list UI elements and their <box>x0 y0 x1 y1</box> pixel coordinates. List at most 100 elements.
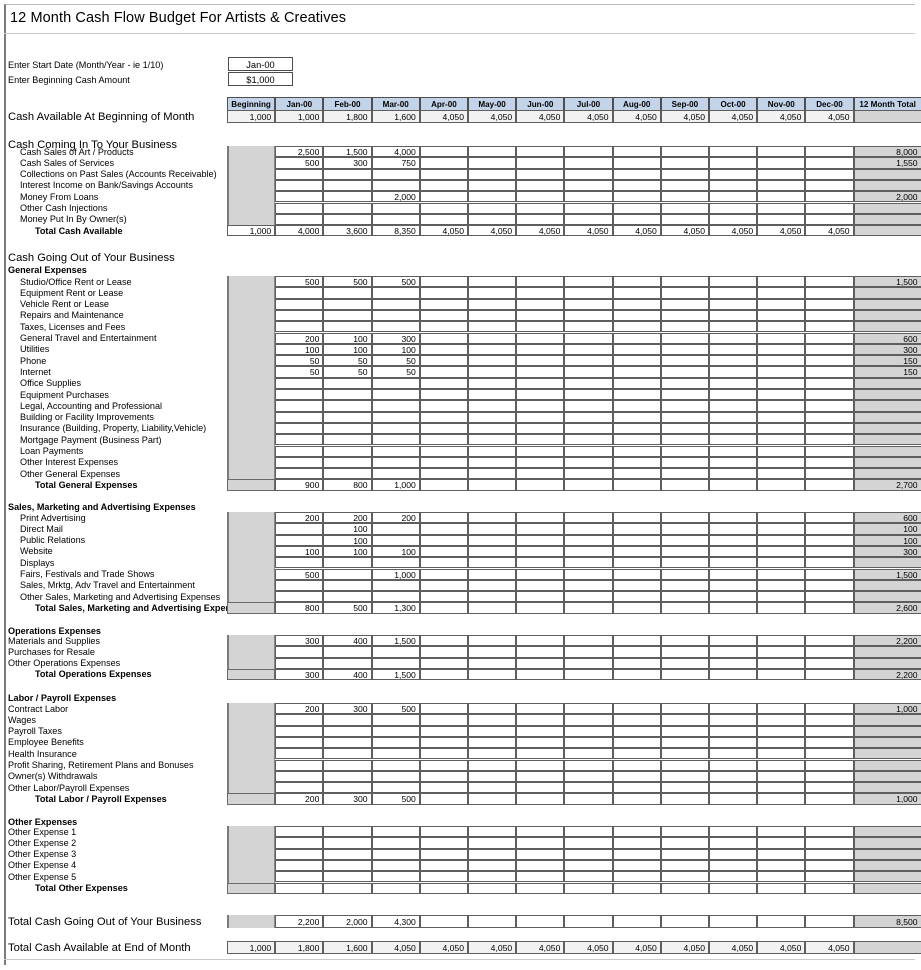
cell-operations-expenses-r2-c6[interactable] <box>564 657 613 669</box>
cell-general-expenses-r17-c0[interactable] <box>275 468 324 480</box>
cell-general-expenses-r13-c10[interactable] <box>757 422 806 435</box>
cell-cash-coming-in-r0-c3[interactable] <box>419 146 468 158</box>
cell-labor-payroll-expenses-r3-c7[interactable] <box>612 736 661 749</box>
cell-general-expenses-r3-c3[interactable] <box>419 309 468 322</box>
cell-cash-coming-in-r4-c6[interactable] <box>564 191 613 203</box>
cell-sales-marketing-advertising-expenses-r7-c2[interactable] <box>371 591 420 603</box>
cell-general-expenses-r4-c2[interactable] <box>371 321 420 333</box>
cell-operations-expenses-r1-c3[interactable] <box>419 646 468 658</box>
cell-cash-coming-in-r1-c6[interactable] <box>564 157 613 169</box>
cell-cash-coming-in-r6-c1[interactable] <box>323 213 372 226</box>
cell-general-expenses-r15-c10[interactable] <box>757 445 806 457</box>
cell-cash-coming-in-r3-c6[interactable] <box>564 179 613 192</box>
cell-labor-payroll-expenses-r3-c3[interactable] <box>419 736 468 749</box>
cell-cash-coming-in-r3-c1[interactable] <box>323 179 372 192</box>
cell-cash-coming-in-r2-c6[interactable] <box>564 168 613 180</box>
cell-sales-marketing-advertising-expenses-r7-c5[interactable] <box>516 591 565 603</box>
cell-general-expenses-r10-c11[interactable] <box>805 389 854 401</box>
cell-general-expenses-r9-c10[interactable] <box>757 377 806 389</box>
cell-operations-expenses-r1-c8[interactable] <box>660 646 709 658</box>
cell-sales-marketing-advertising-expenses-r6-c3[interactable] <box>419 579 468 592</box>
cell-general-expenses-r15-c5[interactable] <box>516 445 565 457</box>
cell-general-expenses-r12-c8[interactable] <box>660 411 709 423</box>
cell-general-expenses-r3-c4[interactable] <box>468 309 517 322</box>
cell-general-expenses-r3-c8[interactable] <box>660 309 709 322</box>
cell-general-expenses-r0-c10[interactable] <box>757 276 806 288</box>
cell-sales-marketing-advertising-expenses-r0-c11[interactable] <box>805 512 854 524</box>
cell-general-expenses-r16-c6[interactable] <box>564 456 613 469</box>
cell-general-expenses-r12-c1[interactable] <box>323 411 372 423</box>
cell-labor-payroll-expenses-r2-c2[interactable] <box>371 725 420 737</box>
cell-general-expenses-r8-c11[interactable] <box>805 366 854 378</box>
cell-labor-payroll-expenses-r3-c5[interactable] <box>516 736 565 749</box>
cell-sales-marketing-advertising-expenses-r0-c4[interactable] <box>468 512 517 524</box>
cell-cash-coming-in-r6-c2[interactable] <box>371 213 420 226</box>
cell-general-expenses-r5-c9[interactable] <box>709 332 758 344</box>
cell-general-expenses-r6-c5[interactable] <box>516 343 565 356</box>
cell-sales-marketing-advertising-expenses-r1-c0[interactable] <box>275 523 324 535</box>
cell-general-expenses-r0-c2[interactable]: 500 <box>371 276 420 288</box>
cell-sales-marketing-advertising-expenses-r1-c4[interactable] <box>468 523 517 535</box>
cell-sales-marketing-advertising-expenses-r5-c4[interactable] <box>468 568 517 580</box>
cell-other-expenses-r1-c8[interactable] <box>660 837 709 849</box>
cell-cash-coming-in-r5-c8[interactable] <box>660 202 709 214</box>
cell-general-expenses-r11-c7[interactable] <box>612 400 661 412</box>
cell-general-expenses-r16-c10[interactable] <box>757 456 806 469</box>
cell-general-expenses-r13-c1[interactable] <box>323 422 372 435</box>
cell-general-expenses-r1-c5[interactable] <box>516 287 565 299</box>
cell-general-expenses-r1-c10[interactable] <box>757 287 806 299</box>
cell-general-expenses-r16-c11[interactable] <box>805 456 854 469</box>
cell-sales-marketing-advertising-expenses-r3-c9[interactable] <box>709 545 758 558</box>
cell-sales-marketing-advertising-expenses-r3-c7[interactable] <box>612 545 661 558</box>
cell-sales-marketing-advertising-expenses-r2-c10[interactable] <box>757 534 806 546</box>
cell-labor-payroll-expenses-r3-c6[interactable] <box>564 736 613 749</box>
cell-general-expenses-r2-c7[interactable] <box>612 298 661 310</box>
cell-cash-coming-in-r5-c11[interactable] <box>805 202 854 214</box>
cell-general-expenses-r16-c2[interactable] <box>371 456 420 469</box>
cell-general-expenses-r12-c9[interactable] <box>709 411 758 423</box>
cell-general-expenses-r1-c4[interactable] <box>468 287 517 299</box>
cell-cash-coming-in-r1-c2[interactable]: 750 <box>371 157 420 169</box>
cell-general-expenses-r15-c4[interactable] <box>468 445 517 457</box>
cell-cash-coming-in-r5-c6[interactable] <box>564 202 613 214</box>
cell-other-expenses-r1-c3[interactable] <box>419 837 468 849</box>
cell-general-expenses-r11-c8[interactable] <box>660 400 709 412</box>
cell-sales-marketing-advertising-expenses-r4-c9[interactable] <box>709 557 758 569</box>
cell-operations-expenses-r0-c8[interactable] <box>660 635 709 647</box>
cell-operations-expenses-r0-c10[interactable] <box>757 635 806 647</box>
cell-cash-coming-in-r3-c8[interactable] <box>660 179 709 192</box>
cell-labor-payroll-expenses-r6-c8[interactable] <box>660 770 709 783</box>
cell-labor-payroll-expenses-r6-c3[interactable] <box>419 770 468 783</box>
cell-general-expenses-r10-c9[interactable] <box>709 389 758 401</box>
cell-cash-coming-in-r1-c8[interactable] <box>660 157 709 169</box>
cell-general-expenses-r14-c2[interactable] <box>371 434 420 446</box>
cell-general-expenses-r15-c9[interactable] <box>709 445 758 457</box>
cell-general-expenses-r17-c7[interactable] <box>612 468 661 480</box>
cell-labor-payroll-expenses-r1-c9[interactable] <box>709 714 758 726</box>
cell-general-expenses-r0-c1[interactable]: 500 <box>323 276 372 288</box>
cell-labor-payroll-expenses-r5-c10[interactable] <box>757 759 806 771</box>
cell-cash-coming-in-r2-c4[interactable] <box>468 168 517 180</box>
cell-sales-marketing-advertising-expenses-r2-c6[interactable] <box>564 534 613 546</box>
cell-labor-payroll-expenses-r0-c11[interactable] <box>805 703 854 715</box>
cell-general-expenses-r2-c0[interactable] <box>275 298 324 310</box>
cell-sales-marketing-advertising-expenses-r6-c1[interactable] <box>323 579 372 592</box>
cell-general-expenses-r17-c2[interactable] <box>371 468 420 480</box>
cell-general-expenses-r3-c9[interactable] <box>709 309 758 322</box>
cell-labor-payroll-expenses-r4-c0[interactable] <box>275 748 324 760</box>
cell-general-expenses-r8-c4[interactable] <box>468 366 517 378</box>
cell-cash-coming-in-r6-c10[interactable] <box>757 213 806 226</box>
cell-general-expenses-r14-c4[interactable] <box>468 434 517 446</box>
cell-general-expenses-r10-c3[interactable] <box>419 389 468 401</box>
cell-cash-coming-in-r4-c8[interactable] <box>660 191 709 203</box>
cell-other-expenses-r2-c11[interactable] <box>805 848 854 860</box>
cell-sales-marketing-advertising-expenses-r4-c7[interactable] <box>612 557 661 569</box>
cell-cash-coming-in-r3-c5[interactable] <box>516 179 565 192</box>
cell-general-expenses-r1-c0[interactable] <box>275 287 324 299</box>
cell-sales-marketing-advertising-expenses-r4-c3[interactable] <box>419 557 468 569</box>
cell-general-expenses-r12-c5[interactable] <box>516 411 565 423</box>
cell-general-expenses-r12-c7[interactable] <box>612 411 661 423</box>
cell-labor-payroll-expenses-r2-c4[interactable] <box>468 725 517 737</box>
cell-general-expenses-r11-c3[interactable] <box>419 400 468 412</box>
cell-labor-payroll-expenses-r7-c9[interactable] <box>709 782 758 794</box>
